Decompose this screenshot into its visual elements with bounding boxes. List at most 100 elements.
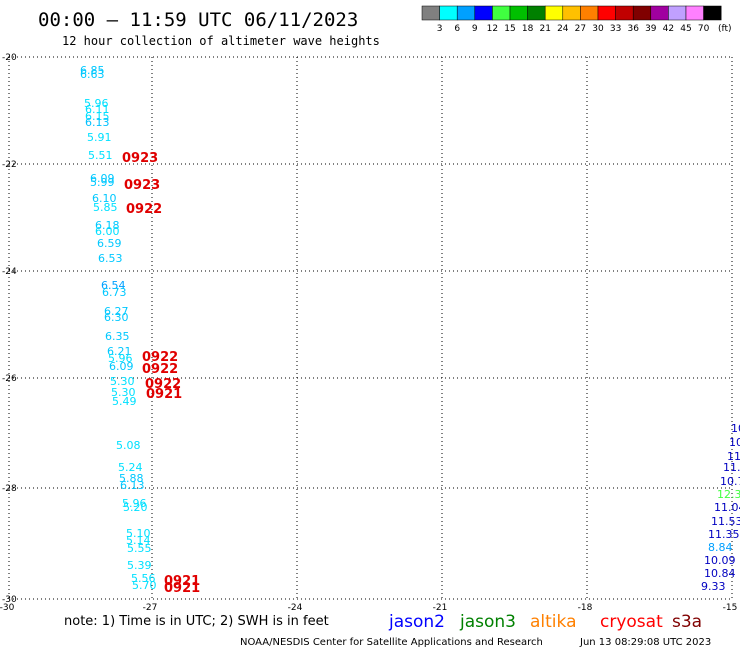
wave-height-value: 11.04 xyxy=(714,501,740,514)
wave-height-value: 5.20 xyxy=(123,501,148,514)
latitude-tick-label: -28 xyxy=(2,484,17,494)
pass-time-label: 0921 xyxy=(146,387,182,402)
wave-height-value: 6.59 xyxy=(97,237,122,250)
wave-height-legend: 3 6 9 12 15 18 21 24 27 30 33 36 39 42 45 70 (ft) xyxy=(421,5,732,34)
wave-height-value: 12.3 xyxy=(717,488,740,501)
wave-height-value: 5.39 xyxy=(127,559,152,572)
wave-height-value: 5.85 xyxy=(93,201,118,214)
legend-swatch xyxy=(439,5,458,21)
legend-label: 18 xyxy=(522,24,534,34)
legend-swatch xyxy=(685,5,704,21)
legend-swatch xyxy=(509,5,528,21)
generated-timestamp: Jun 13 08:29:08 UTC 2023 xyxy=(579,637,711,648)
longitude-tick-label: -15 xyxy=(723,603,738,613)
wave-height-value: 5.96 xyxy=(108,352,133,365)
legend-swatch xyxy=(527,5,546,21)
latitude-tick-label: -24 xyxy=(2,267,17,277)
wave-height-value: 5.91 xyxy=(87,131,112,144)
wave-height-value: 6.53 xyxy=(98,252,123,265)
pass-time-label: 0923 xyxy=(122,151,158,166)
wave-height-value: 6.63 xyxy=(80,68,105,81)
wave-height-value: 10.84 xyxy=(704,567,736,580)
wave-height-value: 5.24 xyxy=(118,461,143,474)
wave-height-value: 5.56 xyxy=(131,572,156,585)
legend-label: 36 xyxy=(627,24,639,34)
wave-height-value: 5.08 xyxy=(116,439,141,452)
legend-swatch xyxy=(492,5,511,21)
latitude-tick-label: -20 xyxy=(2,53,17,63)
pass-time-label: 0922 xyxy=(142,362,178,377)
wave-height-value: 6.09 xyxy=(90,172,115,185)
longitude-tick-label: -24 xyxy=(288,603,303,613)
wave-height-value: 5.49 xyxy=(112,395,137,408)
wave-height-value: 6.10 xyxy=(92,192,117,205)
wave-height-value: 5.30 xyxy=(111,386,136,399)
longitude-ticks: -30 -27 -24 -21 -18 -15 xyxy=(0,603,737,613)
legend-label: 70 xyxy=(698,24,710,34)
credit-line: NOAA/NESDIS Center for Satellite Applica… xyxy=(240,637,543,648)
longitude-tick-label: -18 xyxy=(578,603,593,613)
legend-swatch xyxy=(668,5,687,21)
wave-height-value: 6.35 xyxy=(105,330,130,343)
legend-label: 45 xyxy=(680,24,691,34)
wave-height-value: 5.70 xyxy=(132,579,157,592)
wave-height-value: 11. xyxy=(723,461,740,474)
legend-label: 27 xyxy=(575,24,586,34)
observations-east-track: 10101111.10.712.311.0411.5311.358.8410.0… xyxy=(701,422,740,593)
wave-height-value: 11.53 xyxy=(711,515,740,528)
wave-height-value: 6.27 xyxy=(104,305,129,318)
satellite-name: jason2 xyxy=(388,612,445,632)
wave-height-value: 10.09 xyxy=(704,554,736,567)
latitude-tick-label: -30 xyxy=(2,595,17,605)
wave-height-value: 5.51 xyxy=(88,149,113,162)
wave-height-value: 6.13 xyxy=(120,479,145,492)
wave-height-value: 5.30 xyxy=(110,375,135,388)
legend-swatch xyxy=(562,5,581,21)
legend-label: 39 xyxy=(645,24,657,34)
wave-height-value: 8.84 xyxy=(708,541,733,554)
wave-height-value: 6.85 xyxy=(80,64,105,77)
wave-height-value: 6.09 xyxy=(109,360,134,373)
legend-swatch xyxy=(597,5,616,21)
page-title: 00:00 – 11:59 UTC 06/11/2023 xyxy=(38,9,358,31)
wave-height-value: 5.96 xyxy=(84,97,109,110)
wave-height-value: 10 xyxy=(729,436,740,449)
wave-height-value: 6.13 xyxy=(85,116,110,129)
wave-height-value: 5.96 xyxy=(122,497,147,510)
legend-label: 15 xyxy=(504,24,515,34)
wave-height-value: 5.10 xyxy=(126,527,151,540)
pass-time-label: 0923 xyxy=(124,178,160,193)
wave-height-value: 5.14 xyxy=(126,534,151,547)
footer-note: note: 1) Time is in UTC; 2) SWH is in fe… xyxy=(64,614,329,629)
satellite-legend: jason2 jason3 altika cryosat s3a xyxy=(388,612,702,632)
legend-label: 3 xyxy=(437,24,443,34)
longitude-tick-label: -27 xyxy=(143,603,158,613)
legend-label: 6 xyxy=(454,24,460,34)
page-subtitle: 12 hour collection of altimeter wave hei… xyxy=(62,34,380,48)
pass-time-label: 0921 xyxy=(164,574,200,589)
wave-height-value: 11.35 xyxy=(708,528,740,541)
legend-swatch xyxy=(544,5,564,21)
satellite-name: cryosat xyxy=(600,612,663,632)
observations-west-track: 6.856.635.966.116.156.135.915.516.095.99… xyxy=(80,64,157,592)
legend-label: 21 xyxy=(539,24,550,34)
wave-height-value: 5.99 xyxy=(90,176,115,189)
legend-label: 9 xyxy=(472,24,478,34)
legend-swatch xyxy=(650,5,669,21)
latitude-ticks: -20 -22 -24 -26 -28 -30 xyxy=(2,53,17,605)
legend-unit: (ft) xyxy=(718,24,732,34)
latitude-tick-label: -22 xyxy=(2,160,17,170)
wave-height-value: 10 xyxy=(731,422,740,435)
longitude-tick-label: -21 xyxy=(433,603,448,613)
wave-height-value: 10.7 xyxy=(720,475,740,488)
satellite-name: jason3 xyxy=(459,612,516,632)
legend-label: 42 xyxy=(663,24,674,34)
wave-height-value: 5.55 xyxy=(127,542,152,555)
legend-swatch xyxy=(703,5,722,21)
legend-label: 33 xyxy=(610,24,621,34)
legend-swatch xyxy=(421,5,440,21)
legend-swatch xyxy=(456,5,476,21)
wave-height-value: 9.33 xyxy=(701,580,726,593)
